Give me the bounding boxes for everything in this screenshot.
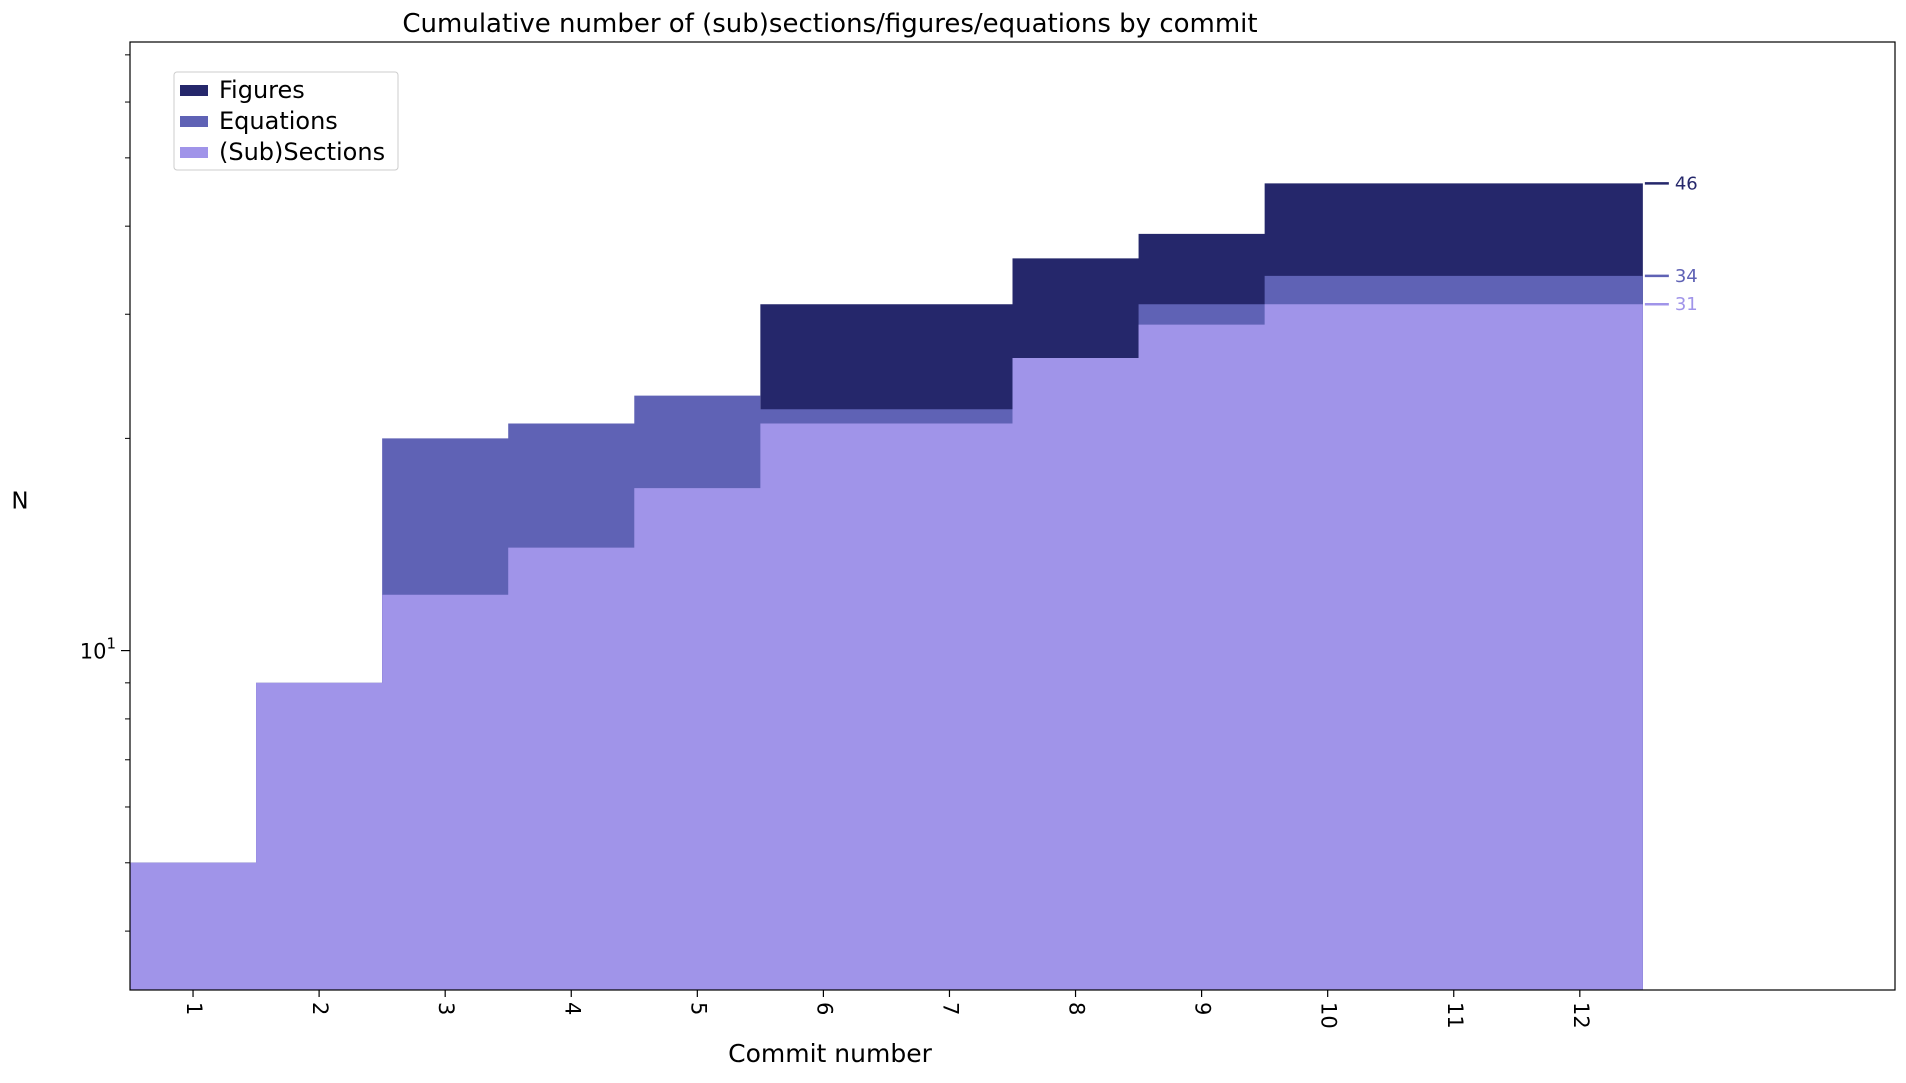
x-tick-label: 6 — [812, 1002, 836, 1015]
legend-swatch — [180, 147, 208, 158]
x-tick-label: 8 — [1065, 1002, 1089, 1015]
x-tick-label: 10 — [1317, 1002, 1341, 1029]
x-tick-label: 1 — [182, 1002, 206, 1015]
end-labels: 46 34 31 — [1644, 173, 1698, 315]
y-axis-label: N — [11, 489, 28, 515]
x-tick-label: 9 — [1191, 1002, 1215, 1015]
x-tick-label: 11 — [1443, 1002, 1467, 1029]
end-label-value: 34 — [1675, 266, 1698, 287]
legend: Figures Equations (Sub)Sections — [173, 71, 399, 171]
x-tick-label: 2 — [308, 1002, 332, 1015]
legend-swatch — [180, 85, 208, 96]
plot-frame — [129, 41, 1896, 991]
series-areas — [130, 183, 1643, 990]
chart-title: Cumulative number of (sub)sections/figur… — [402, 9, 1257, 39]
legend-entry: Figures — [219, 76, 305, 104]
legend-entry: (Sub)Sections — [219, 138, 385, 166]
legend-box — [173, 71, 399, 171]
x-tick-label: 12 — [1569, 1002, 1593, 1029]
legend-entry: Equations — [219, 107, 338, 135]
legend-swatch — [180, 116, 208, 127]
series-area--sub-sections — [130, 304, 1643, 990]
x-tick-label: 5 — [686, 1002, 710, 1015]
x-axis-label: Commit number — [728, 1039, 932, 1068]
x-tick-label: 4 — [560, 1002, 584, 1015]
end-label-value: 46 — [1675, 173, 1698, 194]
y-tick-label: 101 — [80, 635, 116, 664]
x-tick-label: 3 — [434, 1002, 458, 1015]
end-label-value: 31 — [1675, 294, 1698, 315]
x-tick-label: 7 — [938, 1002, 962, 1015]
